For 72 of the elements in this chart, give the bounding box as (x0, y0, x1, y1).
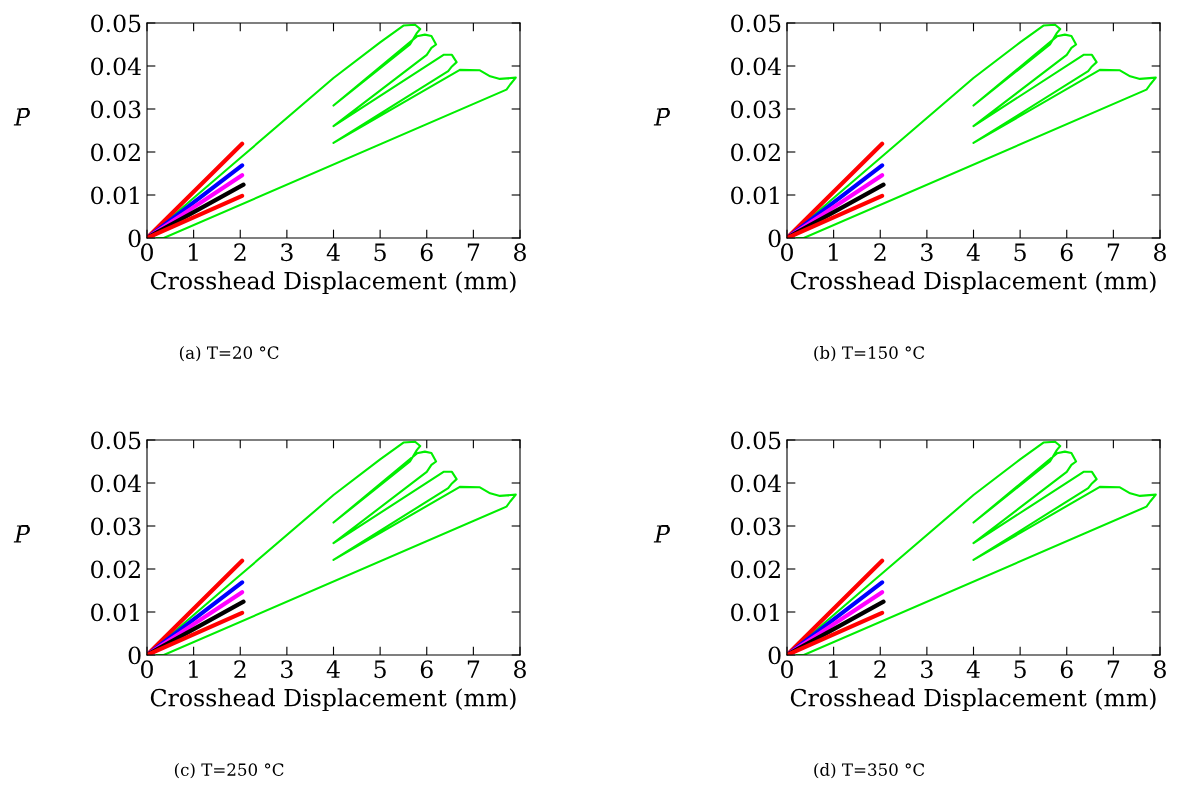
x-axis-title: Crosshead Displacement (mm) (150, 271, 516, 295)
y-tick-label: 0.02 (731, 560, 780, 579)
y-axis-title: P̄ (13, 525, 30, 543)
y-tick-label: 0.05 (731, 14, 781, 33)
x-tick-label: 4 (326, 660, 340, 678)
x-tick-label: 6 (1060, 243, 1073, 262)
x-tick-label: 6 (420, 660, 433, 679)
y-axis-title: P̄ (653, 525, 670, 543)
y-tick-label: 0.02 (731, 143, 780, 162)
x-tick-label: 8 (1154, 660, 1166, 679)
x-tick-label: 8 (1154, 243, 1166, 262)
x-tick-label: 2 (234, 660, 246, 678)
y-tick-label: 0.03 (91, 517, 141, 536)
y-tick-label: 0 (128, 229, 141, 248)
x-tick-label: 3 (921, 243, 933, 262)
y-tick-label: 0 (768, 229, 781, 248)
x-tick-label: 3 (921, 660, 933, 679)
x-tick-label: 0 (141, 243, 153, 262)
y-tick-label: 0.01 (91, 186, 139, 205)
y-tick-label: 0.03 (731, 100, 781, 119)
text: (a) T=20 °C (179, 346, 279, 362)
y-tick-label: 0.01 (731, 603, 779, 622)
x-tick-label: 4 (966, 660, 980, 678)
y-tick-label: 0.03 (731, 517, 781, 536)
y-tick-label: 0.04 (91, 474, 141, 493)
y-tick-label: 0 (768, 646, 781, 665)
x-tick-label: 2 (234, 243, 246, 261)
x-tick-label: 5 (374, 660, 386, 679)
x-tick-label: 1 (828, 660, 838, 678)
x-tick-label: 2 (874, 660, 886, 678)
y-tick-label: 0.02 (91, 560, 140, 579)
y-tick-label: 0.05 (91, 14, 141, 33)
x-axis-title: Crosshead Displacement (mm) (790, 271, 1156, 295)
x-tick-label: 7 (467, 243, 480, 261)
x-tick-label: 4 (966, 243, 980, 261)
y-axis-title: P̄ (653, 108, 670, 126)
text: (d) T=350 °C (814, 763, 925, 779)
y-tick-label: 0.04 (731, 474, 781, 493)
x-tick-label: 5 (1014, 243, 1026, 262)
y-tick-label: 0.05 (731, 431, 781, 450)
y-tick-label: 0.04 (731, 57, 781, 76)
x-tick-label: 2 (874, 243, 886, 261)
x-tick-label: 6 (420, 243, 433, 262)
x-tick-label: 1 (189, 243, 198, 261)
x-tick-label: 8 (514, 243, 526, 262)
x-tick-label: 0 (781, 660, 793, 679)
x-tick-label: 7 (467, 660, 480, 678)
text: (b) T=150 °C (814, 346, 925, 362)
y-tick-label: 0.01 (91, 603, 139, 622)
text: (c) T=250 °C (174, 763, 284, 779)
x-tick-label: 3 (281, 243, 293, 262)
x-tick-label: 6 (1060, 660, 1073, 679)
y-tick-label: 0.03 (91, 100, 141, 119)
x-tick-label: 7 (1107, 243, 1120, 261)
y-tick-label: 0.04 (91, 57, 141, 76)
y-tick-label: 0.02 (91, 143, 140, 162)
y-tick-label: 0.05 (91, 431, 141, 450)
x-tick-label: 5 (374, 243, 386, 262)
x-tick-label: 7 (1107, 660, 1120, 678)
x-tick-label: 1 (828, 243, 838, 261)
x-tick-label: 3 (281, 660, 293, 679)
y-axis-title: P̄ (13, 108, 30, 126)
x-tick-label: 5 (1014, 660, 1026, 679)
x-axis-title: Crosshead Displacement (mm) (790, 688, 1156, 712)
x-tick-label: 4 (326, 243, 340, 261)
y-tick-label: 0 (128, 646, 141, 665)
x-tick-label: 1 (189, 660, 198, 678)
x-tick-label: 0 (141, 660, 153, 679)
x-tick-label: 8 (514, 660, 526, 679)
x-axis-title: Crosshead Displacement (mm) (150, 688, 516, 712)
y-tick-label: 0.01 (731, 186, 779, 205)
x-tick-label: 0 (781, 243, 793, 262)
